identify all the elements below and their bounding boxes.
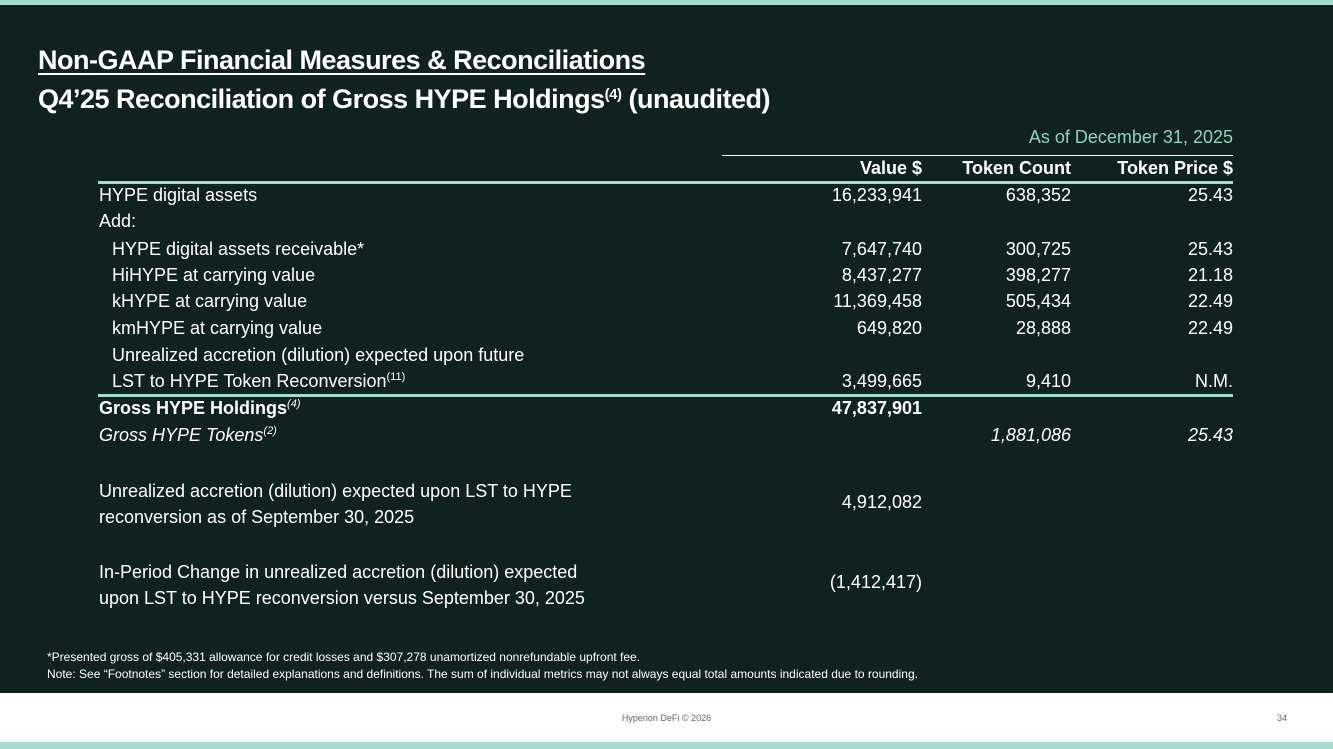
row-token-price: 21.18	[1187, 265, 1233, 285]
slide-body	[0, 5, 1333, 693]
page-title: Non-GAAP Financial Measures & Reconcilia…	[38, 45, 646, 75]
footer-area	[0, 693, 1333, 742]
table-row: HYPE digital assets 16,233,941 638,352 2…	[0, 185, 1333, 211]
row-value: 11,369,458	[833, 291, 922, 311]
row-token-count: 638,352	[1005, 185, 1071, 205]
as-of-divider	[722, 155, 1233, 156]
accretion-prior-value: 4,912,082	[841, 492, 922, 512]
column-header-token-price: Token Price $	[1117, 158, 1233, 178]
total-label-text: Gross HYPE Holdings	[99, 398, 288, 418]
accretion-change-line1: In-Period Change in unrealized accretion…	[99, 562, 578, 582]
footnote-allowance: *Presented gross of $405,331 allowance f…	[47, 650, 641, 664]
table-row: HiHYPE at carrying value 8,437,277 398,2…	[0, 265, 1333, 291]
total-footnote-ref: (4)	[287, 398, 301, 410]
table-row: Unrealized accretion (dilution) expected…	[0, 345, 1333, 371]
page-number: 34	[1276, 713, 1287, 723]
row-token-price: 25.43	[1187, 185, 1233, 205]
subtitle-suffix: (unaudited)	[621, 84, 770, 114]
row-label: HYPE digital assets receivable*	[112, 239, 365, 259]
table-row: Add:	[0, 211, 1333, 237]
total-row: Gross HYPE Holdings(4) 47,837,901	[0, 398, 1333, 424]
subtitle-text: Q4’25 Reconciliation of Gross HYPE Holdi…	[38, 84, 605, 114]
tokens-count: 1,881,086	[990, 425, 1071, 445]
footnotes: *Presented gross of $405,331 allowance f…	[47, 649, 918, 683]
table-row: kmHYPE at carrying value 649,820 28,888 …	[0, 318, 1333, 344]
tokens-footnote-ref: (2)	[263, 425, 277, 437]
table-row: HYPE digital assets receivable* 7,647,74…	[0, 239, 1333, 265]
row-label: Add:	[99, 211, 137, 231]
tokens-label-text: Gross HYPE Tokens	[99, 425, 264, 445]
table-row: kHYPE at carrying value 11,369,458 505,4…	[0, 291, 1333, 317]
row-token-count: 505,434	[1005, 291, 1071, 311]
row-token-count: 398,277	[1005, 265, 1071, 285]
subtitle-footnote-ref: (4)	[604, 86, 622, 103]
tokens-price: 25.43	[1187, 425, 1233, 445]
tokens-label: Gross HYPE Tokens(2)	[99, 425, 277, 446]
total-label: Gross HYPE Holdings(4)	[99, 398, 301, 419]
row-footnote-ref: (11)	[386, 371, 406, 383]
accretion-prior-line2: reconversion as of September 30, 2025	[99, 507, 415, 527]
row-token-count: 300,725	[1005, 239, 1071, 259]
row-value: 7,647,740	[841, 239, 922, 259]
row-label: HiHYPE at carrying value	[112, 265, 316, 285]
footnote-note: Note: See “Footnotes” section for detail…	[47, 667, 918, 681]
footer-copyright: Hyperion DeFi © 2026	[621, 713, 712, 723]
row-token-price: 22.49	[1187, 318, 1233, 338]
column-header-value: Value $	[859, 158, 922, 178]
accretion-change-line2: upon LST to HYPE reconversion versus Sep…	[99, 588, 585, 608]
row-label: HYPE digital assets	[99, 185, 258, 205]
row-value: 8,437,277	[841, 265, 922, 285]
row-label: Unrealized accretion (dilution) expected…	[112, 345, 525, 365]
tokens-row: Gross HYPE Tokens(2) 1,881,086 25.43	[0, 425, 1333, 451]
row-label: kHYPE at carrying value	[112, 291, 308, 311]
row-value: 3,499,665	[841, 371, 922, 391]
accretion-change-label: In-Period Change in unrealized accretion…	[99, 559, 719, 611]
accretion-prior-label: Unrealized accretion (dilution) expected…	[99, 478, 719, 530]
page-subtitle: Q4’25 Reconciliation of Gross HYPE Holdi…	[38, 84, 770, 115]
total-divider	[98, 394, 1233, 397]
row-label-text: LST to HYPE Token Reconversion	[112, 371, 387, 391]
bottom-accent-bar	[0, 742, 1333, 749]
row-token-price: N.M.	[1195, 371, 1233, 391]
header-divider	[98, 181, 1233, 184]
table-row: LST to HYPE Token Reconversion(11) 3,499…	[0, 371, 1333, 397]
row-token-count: 9,410	[1025, 371, 1071, 391]
column-header-token-count: Token Count	[962, 158, 1071, 178]
row-label: kmHYPE at carrying value	[112, 318, 323, 338]
accretion-change-value: (1,412,417)	[829, 572, 922, 592]
row-value: 16,233,941	[831, 185, 922, 205]
table-header: Value $ Token Count Token Price $	[0, 158, 1333, 184]
row-label: LST to HYPE Token Reconversion(11)	[112, 371, 405, 392]
row-token-count: 28,888	[1015, 318, 1071, 338]
top-accent-bar	[0, 0, 1333, 5]
total-value: 47,837,901	[831, 398, 922, 418]
row-token-price: 22.49	[1187, 291, 1233, 311]
accretion-prior-line1: Unrealized accretion (dilution) expected…	[99, 481, 572, 501]
row-token-price: 25.43	[1187, 239, 1233, 259]
as-of-date: As of December 31, 2025	[1028, 127, 1233, 147]
row-value: 649,820	[856, 318, 922, 338]
